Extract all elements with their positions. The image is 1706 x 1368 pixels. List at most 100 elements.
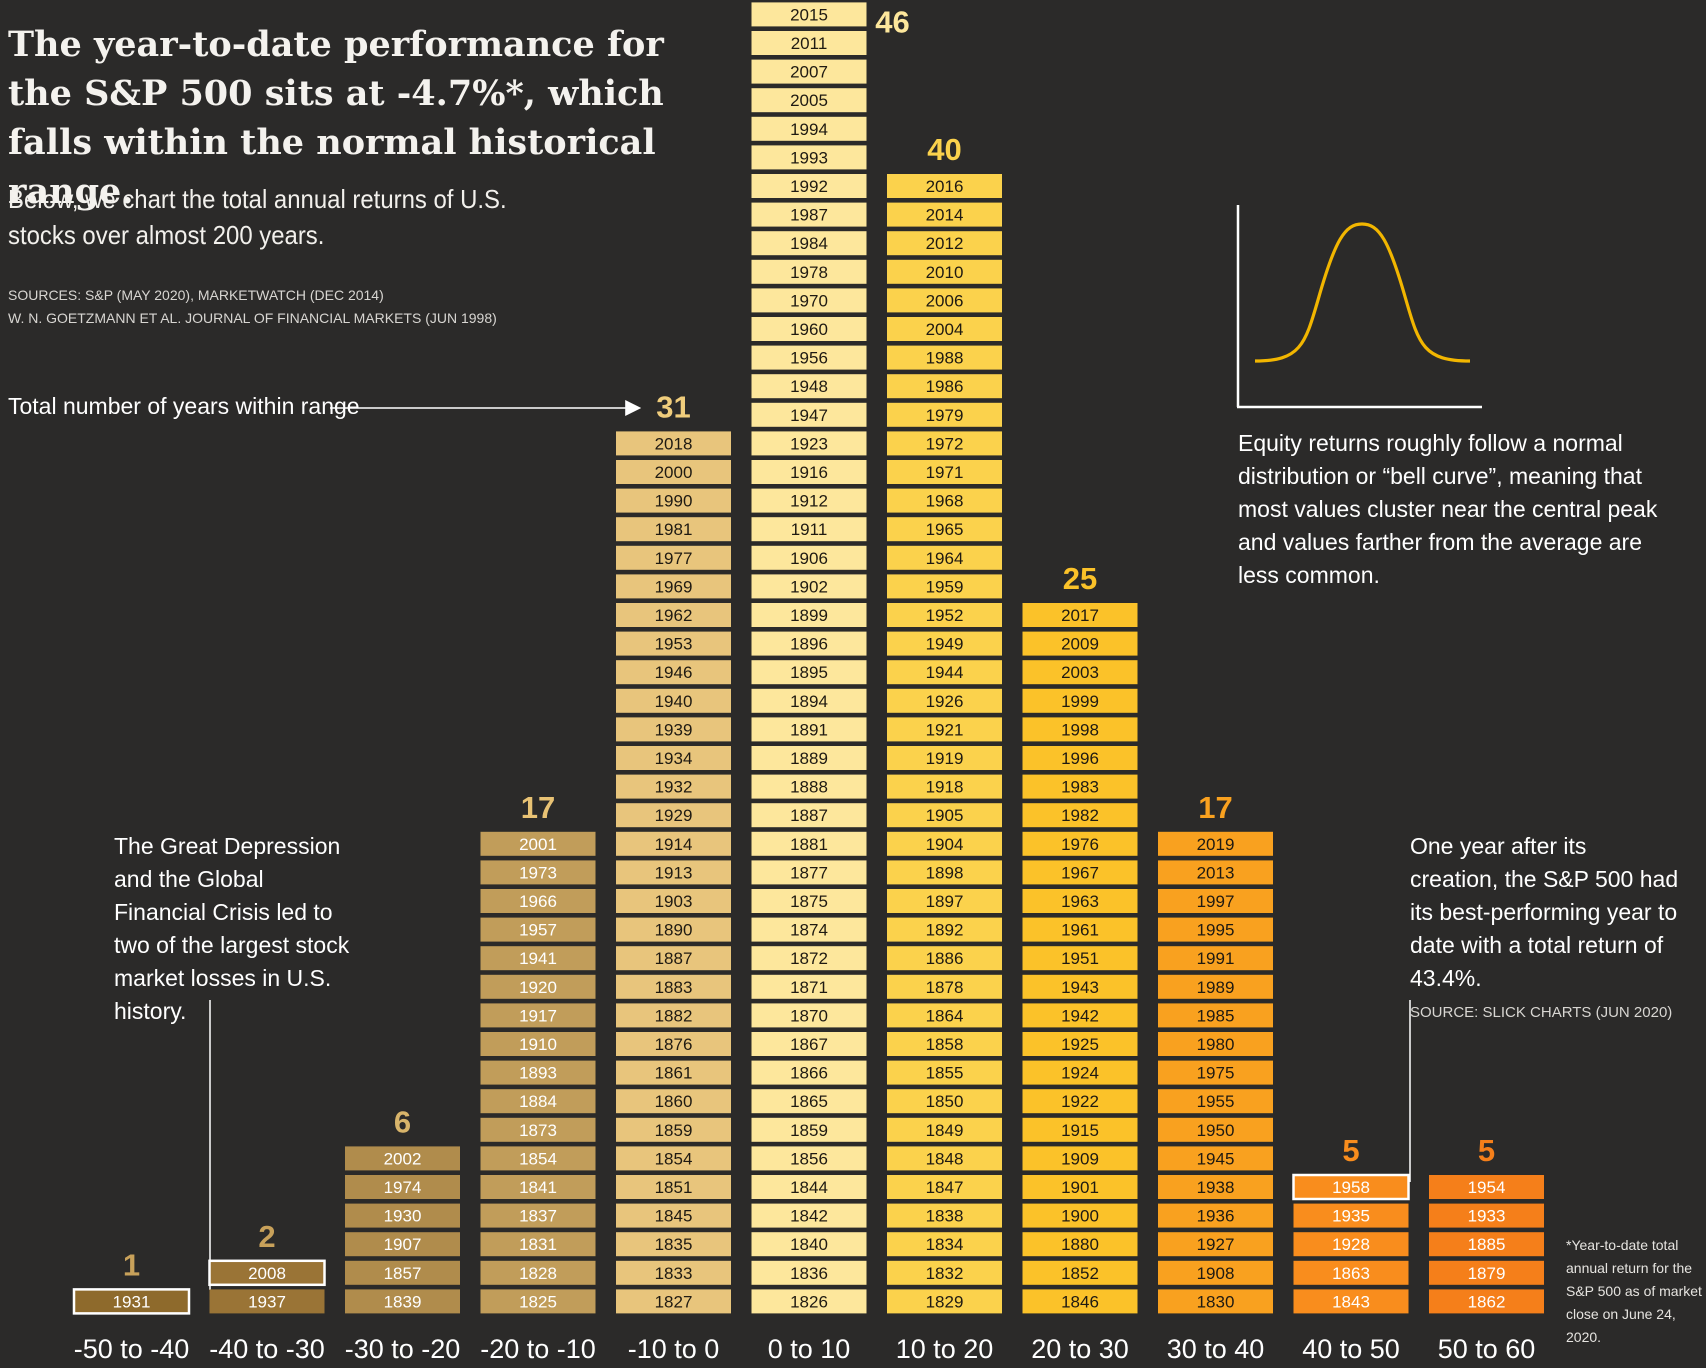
year-block — [1429, 1232, 1544, 1257]
year-label: 1826 — [790, 1292, 828, 1311]
year-label: 1968 — [926, 492, 964, 511]
year-label: 2016 — [926, 177, 964, 196]
year-label: 1987 — [790, 206, 828, 225]
year-label: 1870 — [790, 1006, 828, 1025]
count-label: 46 — [875, 4, 909, 39]
year-block — [616, 431, 731, 456]
year-label: 1852 — [1061, 1264, 1099, 1283]
year-label: 1863 — [1332, 1264, 1370, 1283]
year-block — [1022, 946, 1138, 971]
year-label: 1985 — [1197, 1006, 1235, 1025]
year-label: 1859 — [790, 1121, 828, 1140]
headline: The year-to-date performance for the S&P… — [8, 24, 664, 212]
year-label: 1991 — [1197, 949, 1235, 968]
year-label: 1946 — [655, 663, 693, 682]
year-block — [751, 946, 867, 971]
year-block — [616, 774, 731, 799]
year-label: 2008 — [248, 1264, 286, 1283]
count-label: 5 — [1342, 1133, 1359, 1168]
year-label: 1906 — [790, 549, 828, 568]
bar-column: 2001 1973 1966 1957 1941 1920 1917 1910 1893 1884… — [480, 790, 596, 1364]
year-block — [1158, 860, 1273, 885]
year-block — [616, 917, 731, 942]
count-label: 25 — [1063, 561, 1097, 596]
year-block — [480, 1117, 596, 1142]
year-label: 2010 — [926, 263, 964, 282]
year-block — [1293, 1289, 1409, 1314]
year-label: 1855 — [926, 1064, 964, 1083]
year-block — [480, 946, 596, 971]
best-year-source: SOURCE: SLICK CHARTS (JUN 2020) — [1410, 1004, 1673, 1021]
year-block — [887, 1260, 1002, 1285]
year-block — [616, 488, 731, 513]
year-block — [751, 1175, 867, 1199]
year-label: 1929 — [655, 806, 693, 825]
year-label: 1838 — [926, 1207, 964, 1226]
year-label: 1881 — [790, 835, 828, 854]
category-label: 30 to 40 — [1167, 1334, 1265, 1364]
year-block — [480, 860, 596, 885]
year-block — [887, 517, 1002, 542]
year-label: 1966 — [519, 892, 557, 911]
best-year-note: One year after its creation, the S&P 500… — [1410, 833, 1679, 991]
year-block — [209, 1289, 325, 1314]
year-block — [887, 574, 1002, 599]
year-block — [1158, 831, 1273, 856]
year-block — [751, 574, 867, 599]
year-block — [480, 1260, 596, 1285]
year-label: 1963 — [1061, 892, 1099, 911]
year-block — [887, 1089, 1002, 1114]
year-label: 1937 — [248, 1292, 286, 1311]
year-block — [887, 1203, 1002, 1228]
year-label: 2013 — [1197, 863, 1235, 882]
year-label: 2012 — [926, 234, 964, 253]
year-block — [751, 2, 867, 27]
year-block — [1022, 631, 1138, 656]
year-label: 1978 — [790, 263, 828, 282]
year-block — [1022, 860, 1138, 885]
year-label: 1951 — [1061, 949, 1099, 968]
year-label: 1866 — [790, 1064, 828, 1083]
year-label: 1980 — [1197, 1035, 1235, 1054]
year-block — [887, 374, 1002, 399]
year-block — [616, 803, 731, 828]
year-block — [887, 1117, 1002, 1142]
year-label: 1931 — [113, 1292, 151, 1311]
footnote: *Year-to-date total annual return for th… — [1566, 1237, 1702, 1345]
year-block — [887, 231, 1002, 256]
year-block — [1158, 1289, 1273, 1314]
year-block — [1158, 1146, 1273, 1171]
bar-column: 1958 1935 1928 1863 1843 5 40 to 50 — [1292, 1133, 1410, 1364]
year-label: 1905 — [926, 806, 964, 825]
year-block — [887, 317, 1002, 341]
year-block — [1022, 1089, 1138, 1114]
year-block — [751, 345, 867, 370]
year-label: 1854 — [655, 1149, 693, 1168]
year-block — [751, 88, 867, 113]
year-block — [751, 774, 867, 799]
best-year-block: One year after its creation, the S&P 500… — [1410, 830, 1680, 1023]
year-block — [480, 1003, 596, 1028]
year-label: 1830 — [1197, 1292, 1235, 1311]
year-block — [1022, 1146, 1138, 1171]
year-label: 1872 — [790, 949, 828, 968]
year-label: 1916 — [790, 463, 828, 482]
year-label: 1897 — [926, 892, 964, 911]
year-block — [887, 603, 1002, 627]
count-label: 31 — [656, 389, 690, 424]
year-block — [1022, 660, 1138, 685]
year-block — [480, 1032, 596, 1056]
year-block — [887, 1289, 1002, 1314]
year-label: 1878 — [926, 978, 964, 997]
year-label: 2015 — [790, 5, 828, 24]
year-label: 1858 — [926, 1035, 964, 1054]
year-label: 1944 — [926, 663, 964, 682]
year-label: 1859 — [655, 1121, 693, 1140]
year-block — [887, 545, 1002, 570]
year-block — [751, 231, 867, 256]
year-block — [751, 1003, 867, 1028]
year-block — [480, 1146, 596, 1171]
bell-curve-line — [1254, 222, 1471, 363]
year-block — [1158, 1003, 1273, 1028]
year-block — [1429, 1203, 1544, 1228]
